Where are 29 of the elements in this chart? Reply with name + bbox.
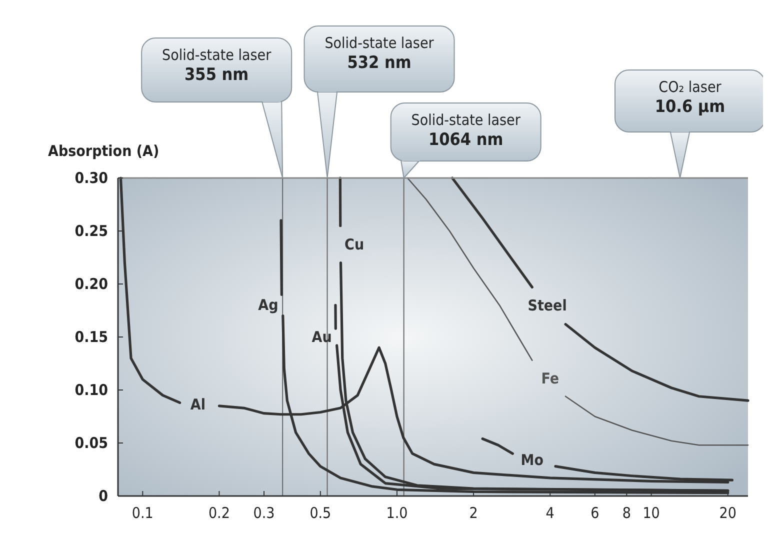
ref-line-label: Solid-state laser 1064 nm [411,111,521,150]
y-tick-label: 0.25 [74,222,108,240]
y-tick-label: 0.05 [74,434,108,452]
series-label: Mo [520,450,544,469]
x-tick-label: 2 [469,504,478,522]
y-tick-label: 0.30 [74,169,108,187]
series-label: Steel [528,296,567,315]
series-label: Fe [541,369,559,388]
x-tick-label: 6 [590,504,600,522]
y-tick-label: 0.20 [74,275,108,293]
ref-line-label: Solid-state laser 532 nm [324,34,434,73]
x-tick-label: 8 [622,504,631,522]
x-tick-label: 0.3 [253,504,275,522]
y-tick-label: 0 [98,487,108,505]
series-label: Al [190,395,206,414]
ref-line-label: Solid-state laser 355 nm [162,46,272,85]
series-label: Cu [344,235,364,254]
x-tick-label: 10 [642,504,660,522]
x-tick-label: 1.0 [386,504,408,522]
series-label: Ag [258,296,278,314]
x-tick-label: 4 [546,504,554,522]
y-tick-label: 0.10 [74,381,108,399]
y-axis-title: Absorption (A) [48,142,160,160]
x-tick-label: 20 [719,504,736,522]
x-tick-label: 0.2 [208,504,230,522]
x-tick-label: 0.5 [310,504,332,522]
text: CO₂ laser 10.6 µm [654,78,726,117]
y-tick-label: 0.15 [74,328,108,346]
x-tick-label: 0.1 [132,504,154,522]
